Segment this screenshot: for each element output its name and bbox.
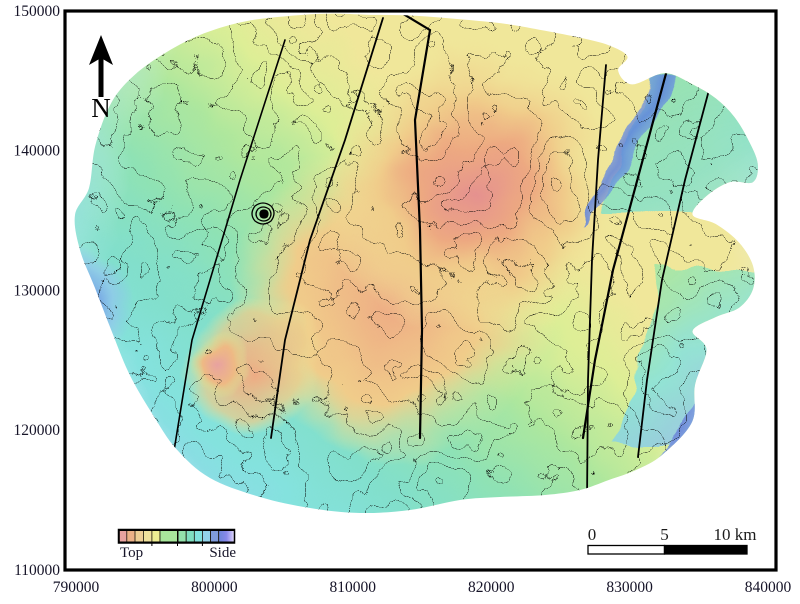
svg-text:130000: 130000 [14,283,61,300]
svg-text:5: 5 [660,525,669,544]
svg-text:140000: 140000 [14,143,61,160]
svg-text:830000: 830000 [606,579,653,596]
svg-text:790000: 790000 [53,579,100,596]
svg-text:N: N [91,93,111,123]
svg-text:150000: 150000 [14,3,61,20]
svg-text:Side: Side [209,545,236,561]
svg-text:840000: 840000 [745,579,792,596]
svg-text:0: 0 [588,525,597,544]
svg-text:810000: 810000 [330,579,377,596]
svg-text:110000: 110000 [14,562,60,579]
svg-text:Top: Top [120,545,143,561]
svg-text:120000: 120000 [14,422,61,439]
svg-text:800000: 800000 [191,579,238,596]
svg-text:820000: 820000 [468,579,515,596]
svg-text:10 km: 10 km [714,525,757,544]
